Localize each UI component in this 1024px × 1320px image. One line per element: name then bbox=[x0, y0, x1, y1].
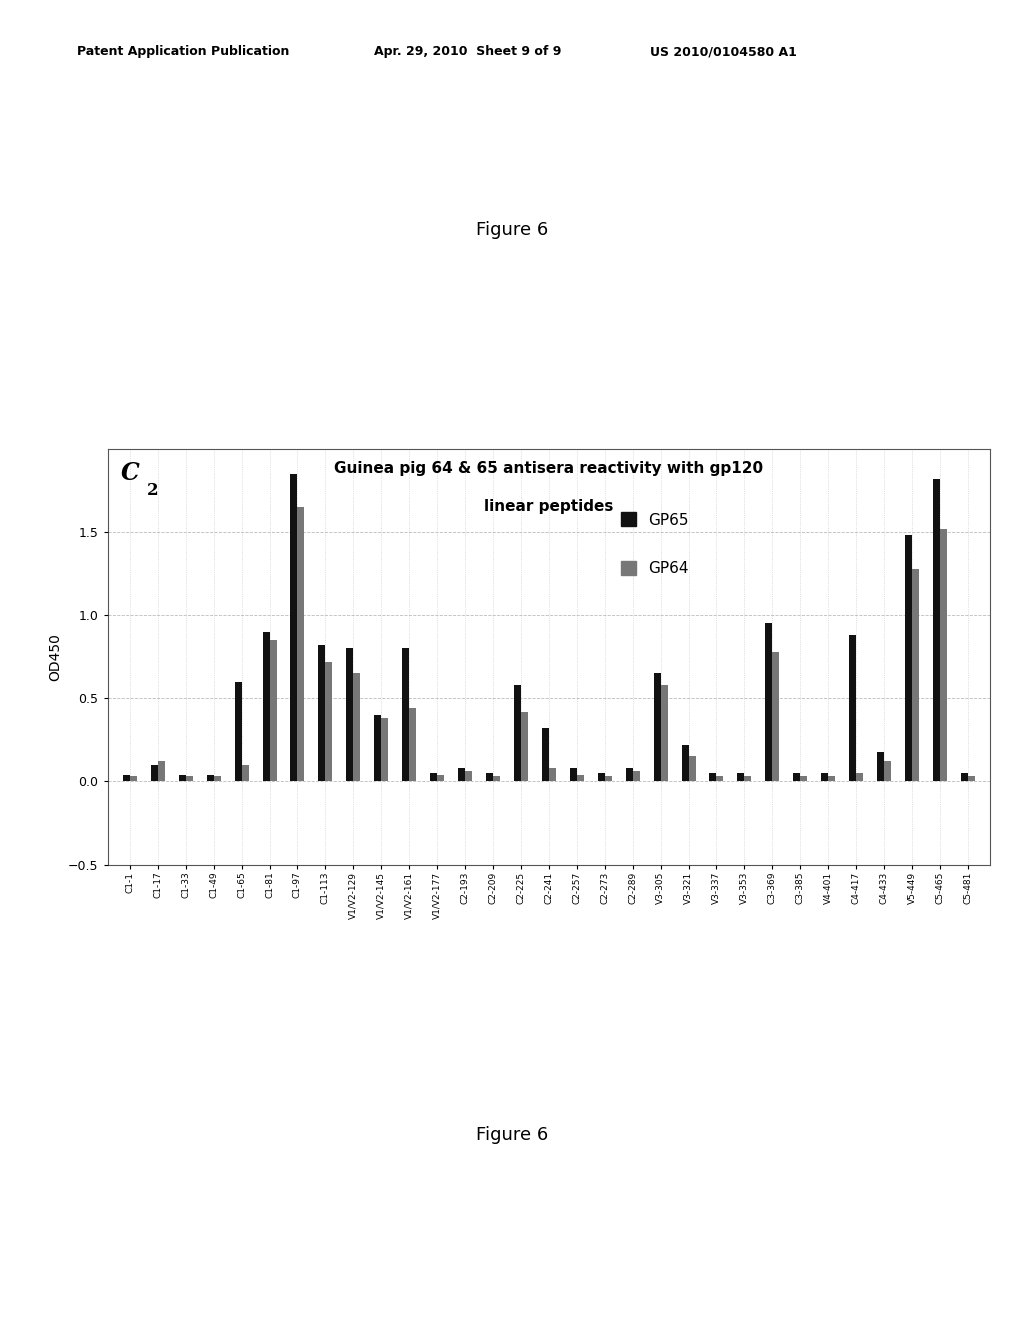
Bar bbox=[660, 685, 668, 781]
Bar bbox=[353, 673, 360, 781]
Bar bbox=[961, 774, 968, 781]
Bar bbox=[577, 775, 584, 781]
Bar bbox=[688, 756, 695, 781]
Bar bbox=[821, 774, 828, 781]
Bar bbox=[794, 774, 801, 781]
Bar bbox=[598, 774, 605, 781]
Bar bbox=[346, 648, 353, 781]
Bar bbox=[493, 776, 500, 781]
Bar bbox=[514, 685, 521, 781]
Bar bbox=[856, 774, 863, 781]
Bar bbox=[430, 774, 437, 781]
Bar bbox=[151, 764, 158, 781]
Bar bbox=[234, 681, 242, 781]
Bar bbox=[437, 775, 444, 781]
Bar bbox=[458, 768, 465, 781]
Bar bbox=[717, 776, 723, 781]
Bar bbox=[326, 661, 333, 781]
Text: Guinea pig 64 & 65 antisera reactivity with gp120: Guinea pig 64 & 65 antisera reactivity w… bbox=[334, 461, 764, 477]
Text: 2: 2 bbox=[147, 482, 159, 499]
Y-axis label: OD450: OD450 bbox=[48, 632, 62, 681]
Text: C: C bbox=[121, 461, 139, 486]
Bar bbox=[521, 711, 528, 781]
Bar bbox=[207, 775, 214, 781]
Bar bbox=[744, 776, 752, 781]
Bar bbox=[605, 776, 611, 781]
Text: linear peptides: linear peptides bbox=[484, 499, 613, 513]
Bar bbox=[375, 715, 381, 781]
Bar bbox=[878, 751, 884, 781]
Text: Figure 6: Figure 6 bbox=[476, 220, 548, 239]
Bar bbox=[381, 718, 388, 781]
Text: Apr. 29, 2010  Sheet 9 of 9: Apr. 29, 2010 Sheet 9 of 9 bbox=[374, 45, 561, 58]
Bar bbox=[569, 768, 577, 781]
Bar bbox=[123, 775, 130, 781]
Bar bbox=[772, 652, 779, 781]
Bar bbox=[486, 774, 493, 781]
Bar bbox=[633, 771, 640, 781]
Text: Patent Application Publication: Patent Application Publication bbox=[77, 45, 289, 58]
Bar bbox=[269, 640, 276, 781]
Bar bbox=[626, 768, 633, 781]
Legend: GP65, GP64: GP65, GP64 bbox=[614, 507, 695, 582]
Bar bbox=[549, 768, 556, 781]
Bar bbox=[828, 776, 836, 781]
Bar bbox=[297, 507, 304, 781]
Bar bbox=[158, 762, 165, 781]
Bar bbox=[765, 623, 772, 781]
Bar bbox=[179, 775, 185, 781]
Text: Figure 6: Figure 6 bbox=[476, 1126, 548, 1144]
Bar bbox=[912, 569, 919, 781]
Bar bbox=[291, 474, 297, 781]
Bar bbox=[542, 729, 549, 781]
Bar bbox=[410, 709, 416, 781]
Bar bbox=[801, 776, 807, 781]
Bar bbox=[465, 771, 472, 781]
Bar bbox=[185, 776, 193, 781]
Bar bbox=[262, 632, 269, 781]
Bar bbox=[130, 776, 137, 781]
Bar bbox=[710, 774, 717, 781]
Bar bbox=[214, 776, 220, 781]
Bar bbox=[849, 635, 856, 781]
Bar bbox=[940, 528, 947, 781]
Bar bbox=[905, 536, 912, 781]
Bar bbox=[884, 762, 891, 781]
Bar bbox=[402, 648, 410, 781]
Bar bbox=[933, 479, 940, 781]
Bar bbox=[737, 774, 744, 781]
Bar bbox=[682, 744, 688, 781]
Text: US 2010/0104580 A1: US 2010/0104580 A1 bbox=[650, 45, 797, 58]
Bar bbox=[653, 673, 660, 781]
Bar bbox=[968, 776, 975, 781]
Bar bbox=[242, 764, 249, 781]
Bar bbox=[318, 645, 326, 781]
